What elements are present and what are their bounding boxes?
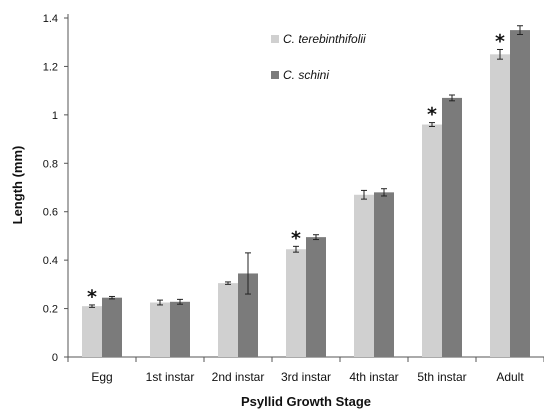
bar-c-terebinthifolii [218, 283, 238, 357]
significance-asterisk: * [495, 30, 505, 52]
legend-label: C. schini [283, 68, 329, 82]
y-axis-title: Length (mm) [10, 146, 25, 225]
significance-asterisk: * [87, 286, 97, 308]
bar-c-schini [238, 273, 258, 357]
x-category-label: 3rd instar [281, 370, 331, 384]
bar-c-schini [306, 237, 326, 357]
x-axis: Egg 1st instar 2nd instar 3rd instar 4th ins… [67, 356, 544, 384]
bar-c-terebinthifolii [150, 302, 170, 357]
y-tick-label: 0.4 [43, 255, 58, 267]
significance-asterisk: * [291, 227, 301, 249]
x-axis-title: Psyllid Growth Stage [241, 394, 371, 409]
bar-c-terebinthifolii [490, 54, 510, 357]
y-tick-label: 0.8 [43, 158, 58, 170]
y-axis: 0 0.2 0.4 0.6 0.8 1 1.2 1.4 [43, 13, 69, 364]
y-tick-label: 0 [52, 352, 58, 364]
bar-c-terebinthifolii [354, 194, 374, 357]
bar-c-terebinthifolii [82, 306, 102, 357]
x-category-label: 2nd instar [212, 370, 265, 384]
significance-asterisk: * [427, 104, 437, 126]
x-category-label: Egg [91, 370, 112, 384]
bar-c-terebinthifolii [422, 124, 442, 358]
bar-c-schini [102, 297, 122, 357]
x-category-label: 4th instar [349, 370, 398, 384]
bar-c-terebinthifolii [286, 249, 306, 357]
legend-label: C. terebinthifolii [283, 32, 366, 46]
y-tick-label: 0.6 [43, 207, 58, 219]
legend-swatch [271, 71, 279, 79]
legend: C. terebinthifolii C. schini [271, 32, 366, 82]
y-tick-label: 1.2 [43, 61, 58, 73]
legend-swatch [271, 35, 279, 43]
bar-c-schini [374, 192, 394, 357]
y-tick-label: 1 [52, 110, 58, 122]
significance-markers: * * * * [87, 30, 505, 307]
y-tick-label: 1.4 [43, 13, 58, 25]
bars [82, 25, 530, 358]
bar-c-schini [442, 97, 462, 358]
bar-c-schini [170, 301, 190, 357]
x-category-label: Adult [496, 370, 524, 384]
y-tick-label: 0.2 [43, 304, 58, 316]
x-category-label: 1st instar [146, 370, 195, 384]
x-category-label: 5th instar [417, 370, 466, 384]
bar-c-schini [510, 30, 530, 357]
